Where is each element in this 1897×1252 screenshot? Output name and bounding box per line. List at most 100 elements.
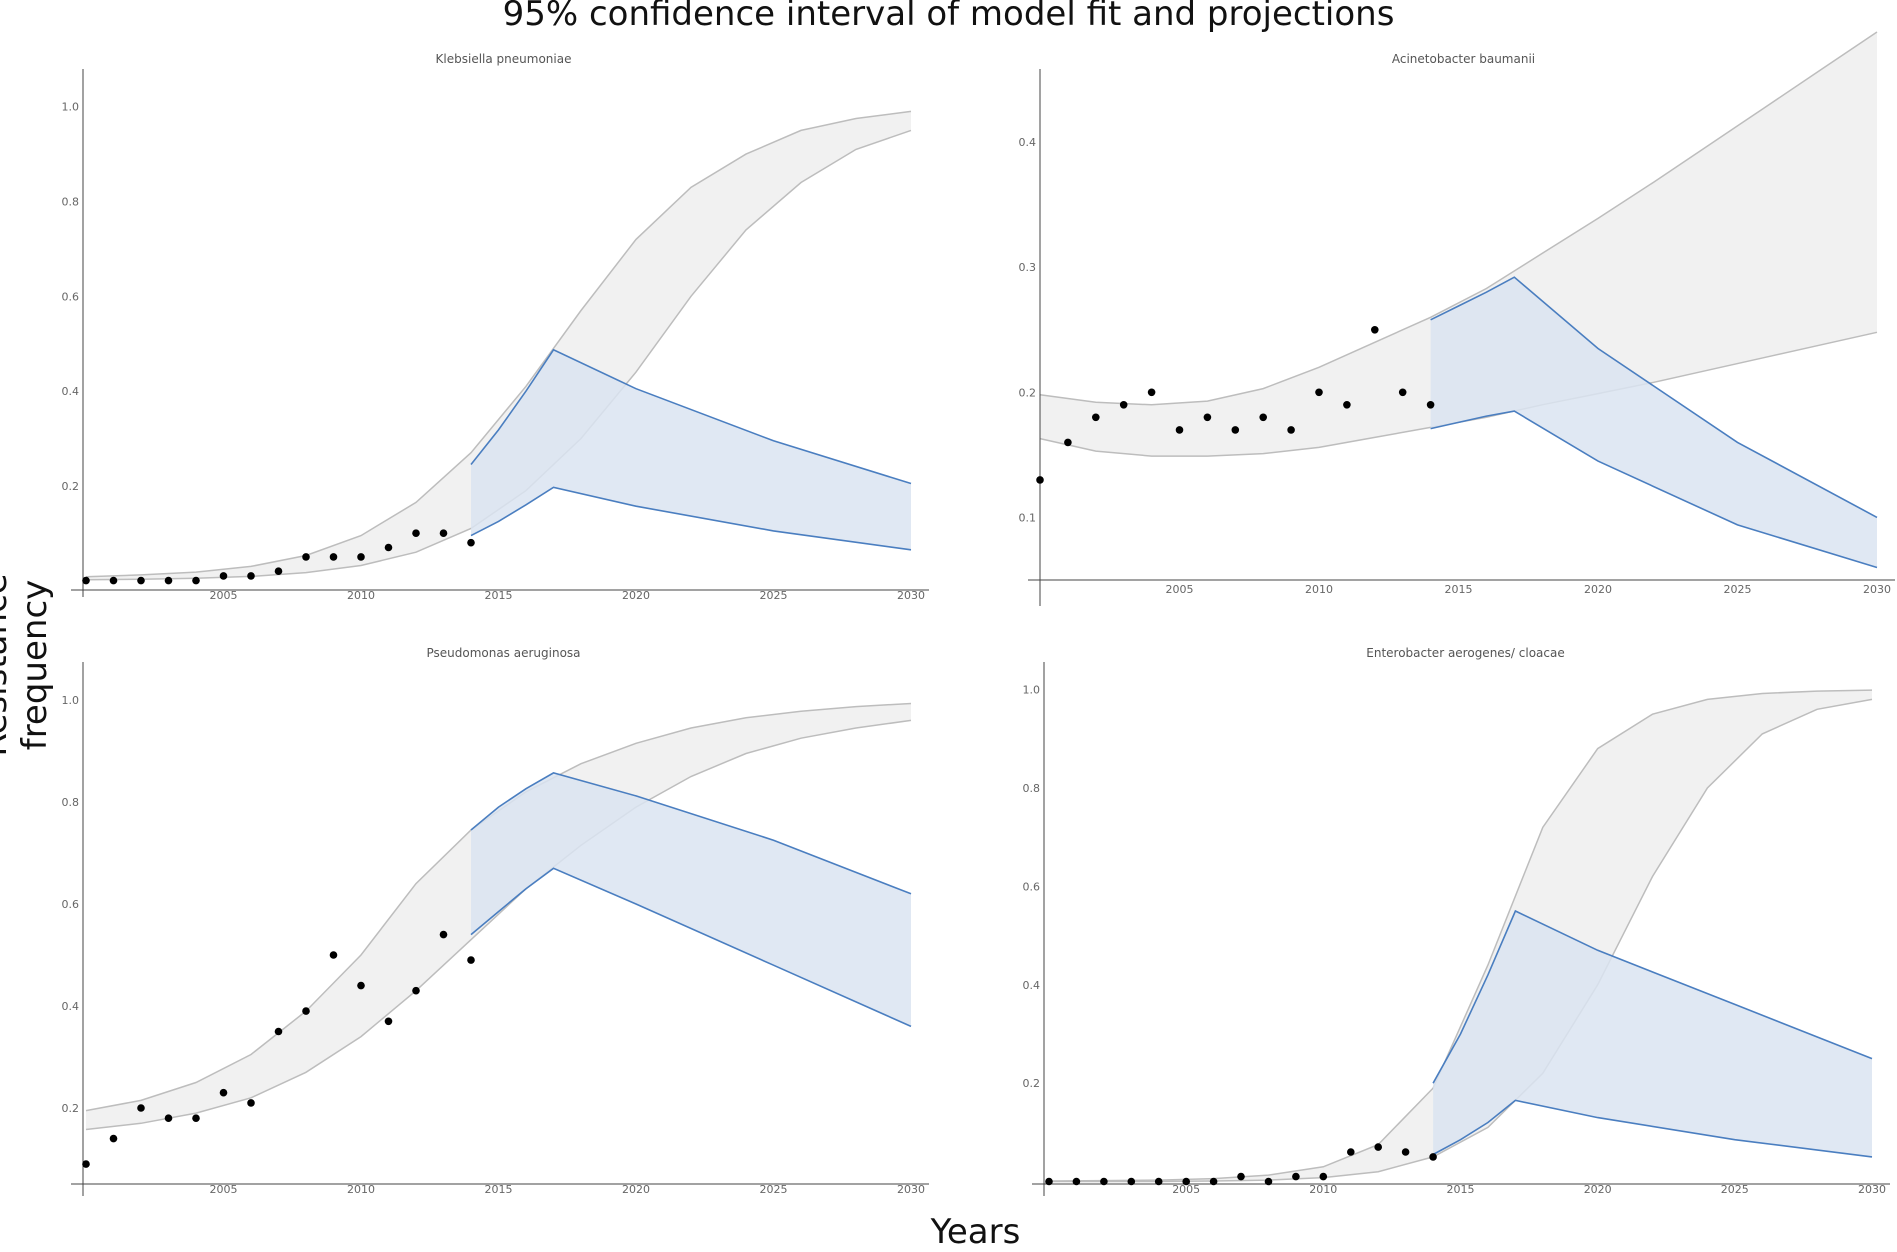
data-point (1371, 326, 1379, 334)
fit-band (1040, 32, 1877, 457)
x-tick-label: 2010 (1305, 583, 1333, 596)
projection-upper-line (470, 772, 912, 895)
subplot-1: 2005 2010 2015 2020 2025 2030 0.2 0.4 0.6 0.8 1.0 K… (62, 52, 929, 602)
y-tick-label: 0.8 (62, 196, 80, 209)
data-point (82, 576, 90, 585)
y-tick-label: 1.0 (1023, 684, 1041, 697)
data-point (412, 986, 420, 995)
y-tick-label: 0.1 (1019, 511, 1037, 524)
data-point (164, 1114, 173, 1122)
x-tick-label: 2020 (622, 1183, 650, 1196)
data-point (329, 951, 338, 959)
data-point (1119, 401, 1128, 409)
fit-band (86, 111, 911, 580)
y-tick-label: 0.4 (62, 385, 80, 398)
data-point (1315, 388, 1323, 397)
data-point (467, 956, 475, 964)
y-tick-label: 0.4 (62, 1000, 80, 1013)
data-point (412, 529, 420, 537)
y-tick-label: 0.3 (1019, 261, 1037, 274)
x-tick-label: 2025 (1721, 1183, 1749, 1196)
x-tick-label: 2015 (1445, 583, 1473, 596)
data-point (1209, 1177, 1218, 1186)
data-point (302, 1007, 310, 1015)
data-point (1100, 1177, 1108, 1186)
subplot-4: 2005 2010 2015 2020 2025 2030 0.2 0.4 0.6 0.8 1.0 E… (1023, 646, 1890, 1196)
data-point (247, 572, 255, 580)
x-tick-label: 2005 (1172, 1183, 1200, 1196)
data-point (1264, 1177, 1273, 1186)
x-tick-label: 2020 (1584, 1183, 1612, 1196)
x-tick-label: 2025 (760, 589, 788, 602)
data-point (1426, 401, 1435, 409)
fit-band-lower-line (85, 719, 912, 1131)
data-point (1231, 426, 1240, 434)
y-tick-label: 0.2 (62, 480, 80, 493)
data-point (1127, 1177, 1136, 1186)
x-tick-label: 2015 (485, 1183, 513, 1196)
data-point (274, 567, 283, 575)
x-tick-label: 2020 (622, 589, 650, 602)
data-point (137, 1104, 145, 1112)
x-tick-label: 2030 (1858, 1183, 1886, 1196)
y-tick-label: 0.8 (1023, 782, 1041, 795)
data-point (1347, 1148, 1355, 1156)
y-tick-label: 0.2 (1023, 1077, 1041, 1090)
data-point (467, 538, 475, 547)
y-tick-label: 0.2 (1019, 386, 1037, 399)
data-point (1154, 1177, 1163, 1186)
subplot-title: Klebsiella pneumoniae (436, 52, 572, 66)
subplot-title: Acinetobacter baumanii (1392, 52, 1535, 66)
x-tick-label: 2010 (347, 589, 375, 602)
data-point (357, 981, 365, 990)
x-tick-label: 2030 (1863, 583, 1891, 596)
y-tick-label: 0.2 (62, 1102, 80, 1115)
data-point (1259, 413, 1267, 422)
y-tick-label: 0.4 (1023, 979, 1041, 992)
data-point (219, 1088, 228, 1097)
x-tick-label: 2025 (1724, 583, 1752, 596)
y-tick-label: 1.0 (62, 694, 80, 707)
data-point (1374, 1143, 1382, 1151)
y-tick-label: 0.4 (1019, 136, 1037, 149)
data-point (192, 576, 200, 585)
projection-band (1433, 911, 1872, 1157)
data-point (192, 1114, 200, 1122)
data-point (1292, 1172, 1300, 1181)
data-point (1429, 1153, 1437, 1161)
subplot-title: Pseudomonas aeruginosa (426, 646, 580, 660)
data-point (357, 553, 365, 561)
projection-band (1430, 277, 1877, 568)
data-point (1175, 426, 1184, 434)
subplot-title: Enterobacter aerogenes/ cloacae (1366, 646, 1565, 660)
x-tick-label: 2005 (210, 1183, 238, 1196)
data-point (384, 543, 393, 552)
x-tick-label: 2010 (1309, 1183, 1337, 1196)
projection-lower-line (1430, 410, 1878, 569)
data-point (109, 1134, 118, 1143)
projection-lower-line (470, 867, 912, 1028)
projection-upper-line (1430, 276, 1878, 519)
data-point (1064, 438, 1072, 447)
x-tick-label: 2010 (347, 1183, 375, 1196)
data-point (109, 576, 118, 585)
projection-band (471, 772, 911, 1027)
data-point (1182, 1177, 1190, 1186)
projection-band (471, 349, 911, 550)
y-tick-label: 0.6 (1023, 880, 1041, 893)
fit-band-upper-line (85, 110, 912, 578)
data-point (384, 1017, 393, 1026)
data-point (1319, 1172, 1328, 1181)
x-tick-label: 2005 (1166, 583, 1194, 596)
x-tick-label: 2005 (210, 589, 238, 602)
data-point (329, 553, 338, 561)
x-tick-label: 2025 (760, 1183, 788, 1196)
projection-lower-line (1432, 1099, 1873, 1158)
data-point (1398, 388, 1407, 397)
projection-lower-line (470, 486, 912, 551)
data-point (219, 572, 228, 580)
projection-upper-line (1432, 909, 1873, 1084)
y-tick-label: 1.0 (62, 101, 80, 114)
data-point (1072, 1177, 1081, 1186)
data-point (302, 553, 310, 561)
